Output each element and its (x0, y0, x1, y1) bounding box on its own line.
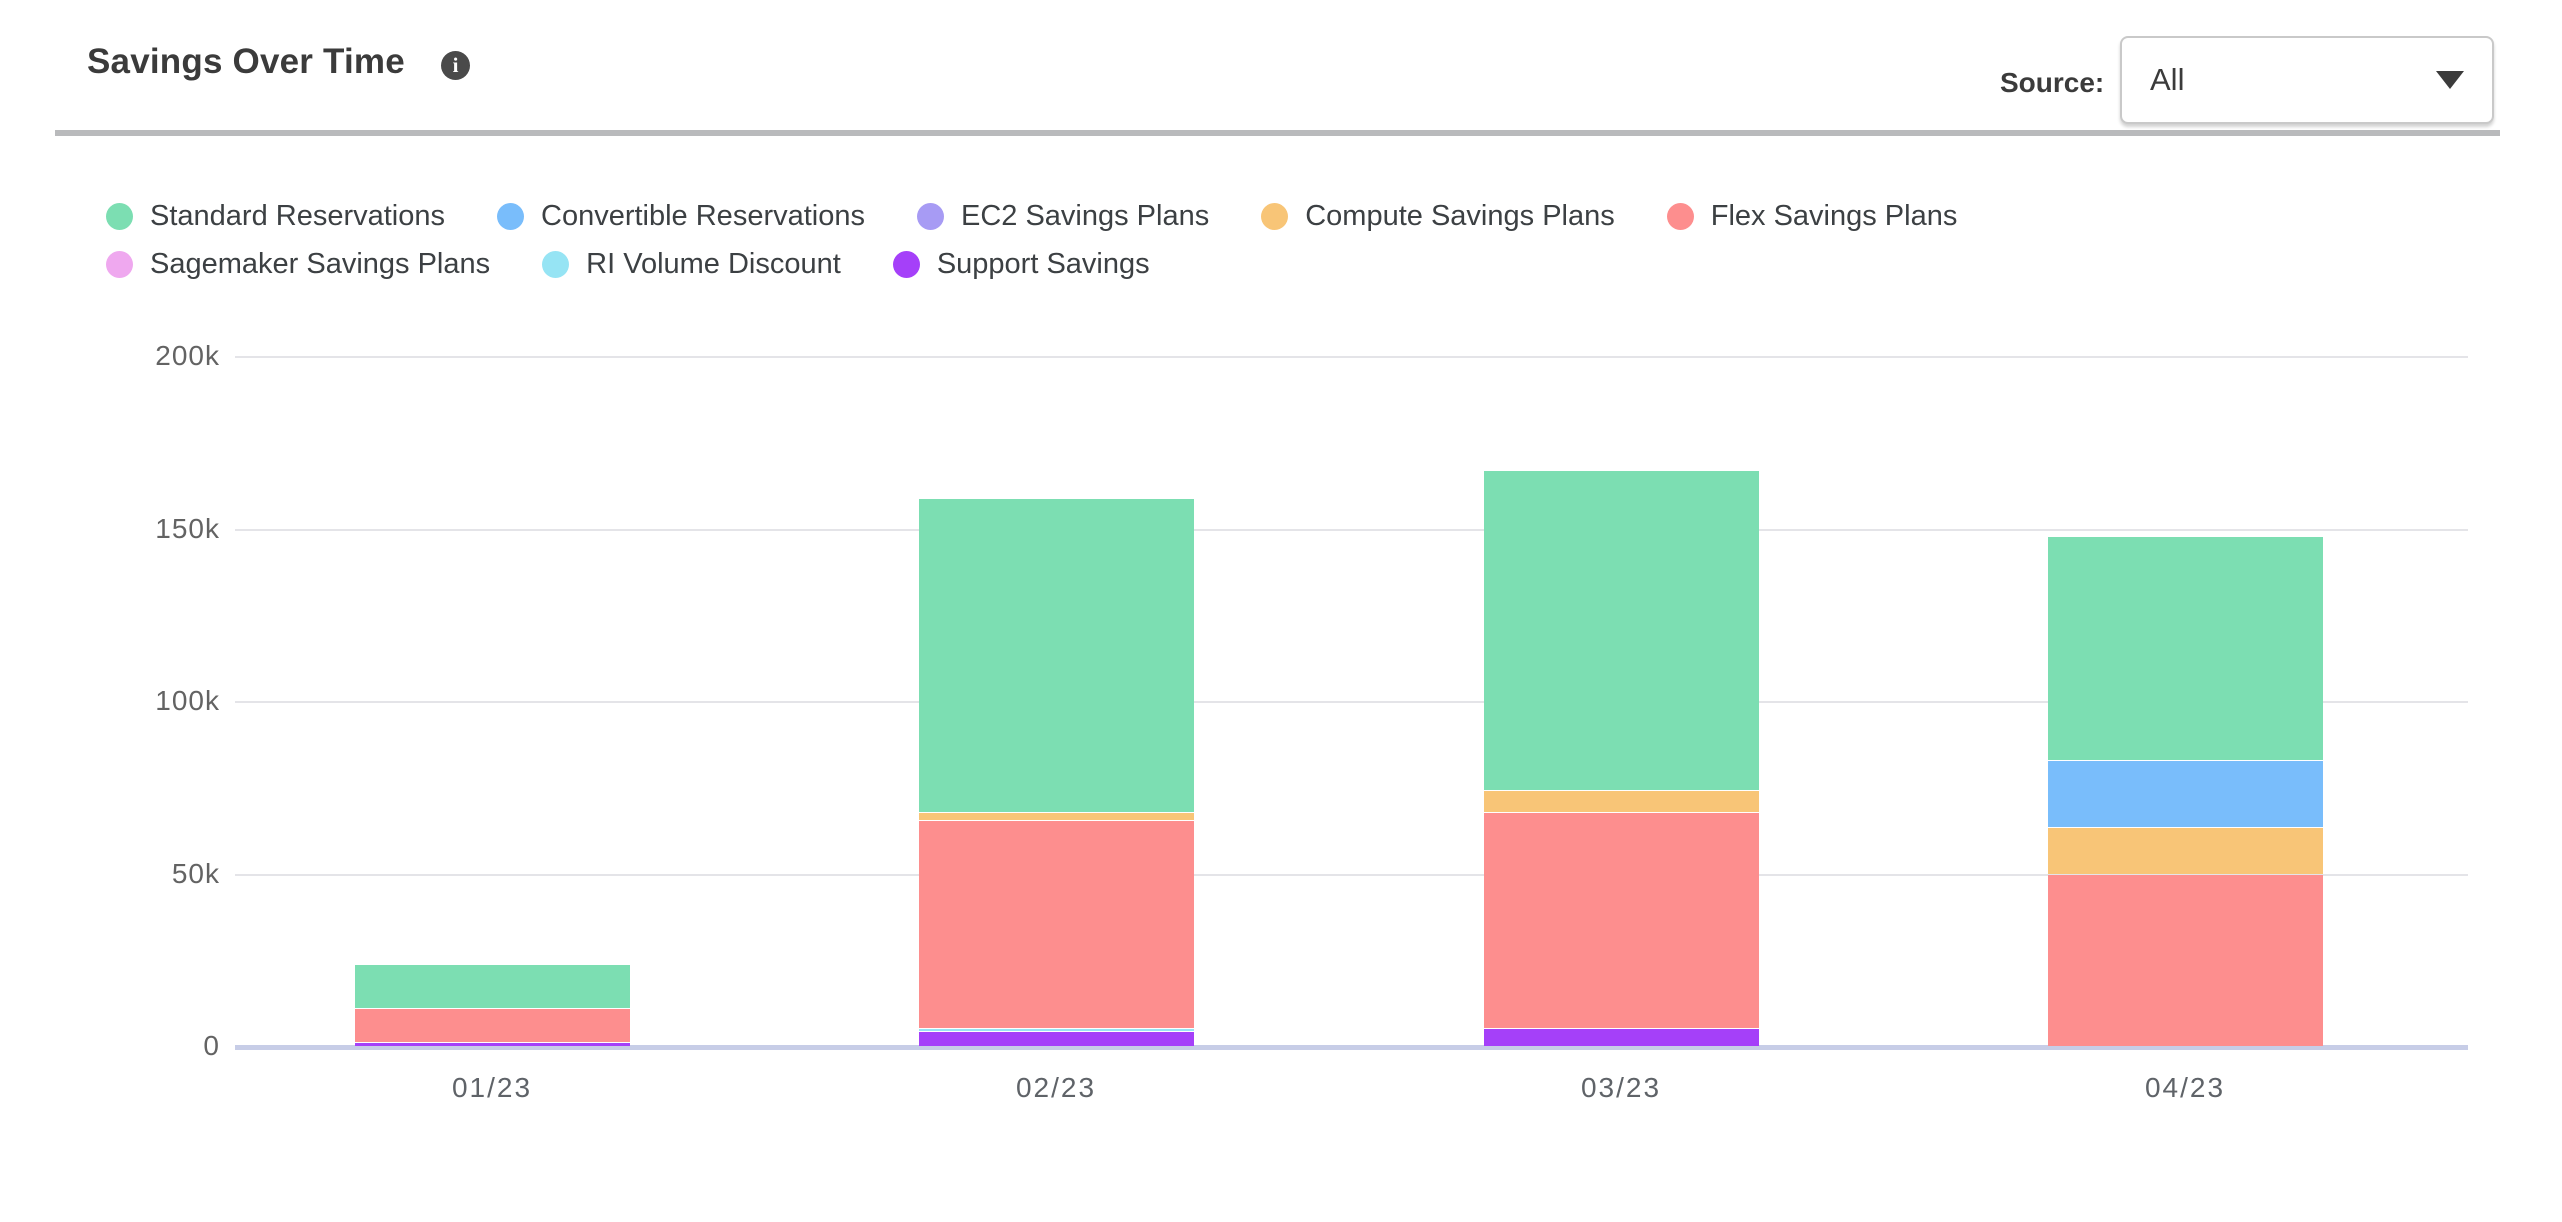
legend-row-1: Standard Reservations Convertible Reserva… (106, 192, 2406, 240)
legend-item[interactable]: EC2 Savings Plans (916, 199, 1210, 233)
legend-swatch (542, 250, 570, 278)
legend-label: Sagemaker Savings Plans (150, 247, 491, 280)
chevron-down-icon (2436, 71, 2464, 89)
bar-segment[interactable] (918, 498, 1194, 812)
y-axis-label: 50k (171, 857, 220, 889)
x-axis-label: 03/23 (1580, 1072, 1662, 1103)
source-dropdown[interactable]: All (2120, 36, 2494, 124)
legend-item[interactable]: Convertible Reservations (497, 200, 865, 233)
legend-label: Support Savings (936, 247, 1150, 280)
bar-segment[interactable] (918, 1029, 1194, 1032)
legend-swatch (106, 250, 133, 278)
legend-item[interactable]: Standard Reservations (106, 200, 445, 233)
legend-item[interactable]: Sagemaker Savings Plans (106, 248, 490, 281)
legend-item[interactable]: Compute Savings Plans (1261, 200, 1615, 233)
legend-swatch (106, 202, 133, 230)
x-axis-label: 01/23 (451, 1072, 533, 1103)
gridline (235, 701, 2468, 703)
legend-label: RI Volume Discount (586, 247, 841, 280)
y-axis-label: 0 (203, 1030, 220, 1061)
legend-item[interactable]: RI Volume Discount (542, 248, 841, 281)
legend-item[interactable]: Support Savings (892, 247, 1150, 281)
bar-segment[interactable] (1483, 1029, 1759, 1046)
y-axis-label: 200k (155, 340, 220, 371)
legend-row-2: Sagemaker Savings Plans RI Volume Discoun… (106, 240, 2406, 288)
bar-segment[interactable] (2047, 875, 2323, 1046)
bar-segment[interactable] (2047, 760, 2323, 827)
legend-label: Standard Reservations (150, 199, 445, 232)
source-dropdown-value: All (2150, 62, 2185, 97)
gridline (235, 528, 2468, 531)
bar-segment[interactable] (918, 1031, 1194, 1046)
y-axis-label: 100k (155, 685, 220, 716)
chart-legend: Standard Reservations Convertible Reserva… (106, 192, 2406, 288)
legend-label: EC2 Savings Plans (960, 199, 1210, 232)
x-axis-label: 04/23 (2144, 1072, 2226, 1103)
bar-segment[interactable] (354, 1008, 630, 1043)
legend-swatch (1666, 202, 1694, 230)
legend-item[interactable]: Flex Savings Plans (1666, 199, 1958, 233)
x-axis-line (235, 1045, 2468, 1050)
legend-swatch (916, 202, 944, 230)
legend-label: Compute Savings Plans (1305, 199, 1615, 232)
bar-segment[interactable] (1483, 470, 1759, 791)
bar-segment[interactable] (2047, 536, 2323, 760)
legend-swatch (1261, 202, 1289, 230)
header-divider (55, 130, 2500, 136)
bar-segment[interactable] (354, 965, 630, 1008)
gridline (235, 873, 2468, 876)
source-label: Source: (2000, 67, 2105, 98)
x-axis-label: 02/23 (1015, 1072, 1097, 1103)
legend-swatch (892, 250, 920, 278)
legend-swatch (497, 202, 524, 230)
bar-segment[interactable] (2047, 827, 2323, 875)
bar-segment[interactable] (918, 820, 1194, 1029)
legend-label: Convertible Reservations (541, 199, 865, 232)
page-title: Savings Over Time (87, 42, 405, 81)
y-axis-label: 150k (155, 512, 220, 544)
gridline (235, 356, 2468, 358)
info-icon[interactable]: i (441, 51, 470, 80)
bar-segment[interactable] (354, 1043, 630, 1046)
bar-segment[interactable] (918, 812, 1194, 820)
bar-segment[interactable] (1483, 813, 1759, 1029)
bar-segment[interactable] (1483, 791, 1759, 813)
legend-label: Flex Savings Plans (1710, 199, 1958, 232)
